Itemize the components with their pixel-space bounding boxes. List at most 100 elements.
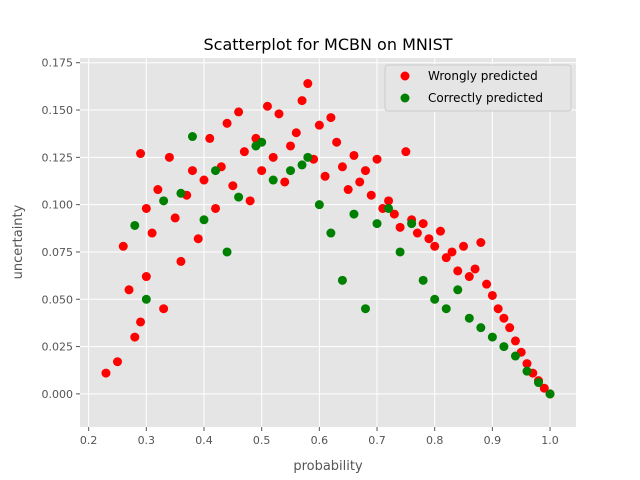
point-wrongly-predicted bbox=[401, 147, 411, 157]
point-correctly-predicted bbox=[176, 188, 186, 198]
point-wrongly-predicted bbox=[136, 317, 146, 327]
y-axis-label: uncertainty bbox=[11, 204, 26, 279]
point-wrongly-predicted bbox=[418, 219, 428, 229]
legend-label-wrongly-predicted: Wrongly predicted bbox=[428, 69, 538, 83]
point-wrongly-predicted bbox=[447, 247, 457, 257]
legend-label-correctly-predicted: Correctly predicted bbox=[428, 91, 543, 105]
point-correctly-predicted bbox=[441, 304, 451, 314]
point-wrongly-predicted bbox=[286, 141, 296, 151]
point-correctly-predicted bbox=[464, 313, 474, 323]
point-correctly-predicted bbox=[545, 389, 555, 399]
point-wrongly-predicted bbox=[136, 149, 146, 159]
point-correctly-predicted bbox=[199, 215, 209, 225]
point-wrongly-predicted bbox=[372, 154, 382, 164]
point-wrongly-predicted bbox=[112, 357, 122, 367]
point-wrongly-predicted bbox=[170, 213, 180, 223]
point-wrongly-predicted bbox=[424, 234, 434, 244]
legend-marker-correctly-predicted bbox=[400, 93, 410, 103]
point-wrongly-predicted bbox=[510, 336, 520, 346]
grid-lines bbox=[80, 58, 576, 427]
point-wrongly-predicted bbox=[384, 196, 394, 206]
point-wrongly-predicted bbox=[262, 101, 272, 111]
point-correctly-predicted bbox=[418, 275, 428, 285]
point-wrongly-predicted bbox=[505, 323, 515, 333]
point-correctly-predicted bbox=[211, 166, 221, 176]
data-points bbox=[101, 79, 555, 399]
point-wrongly-predicted bbox=[366, 190, 376, 200]
point-wrongly-predicted bbox=[239, 147, 249, 157]
x-tick-label: 0.4 bbox=[195, 434, 213, 447]
x-axis-label: probability bbox=[293, 459, 363, 474]
x-tick-label: 0.6 bbox=[311, 434, 329, 447]
x-tick-label: 0.3 bbox=[138, 434, 156, 447]
point-wrongly-predicted bbox=[222, 118, 232, 128]
point-correctly-predicted bbox=[476, 323, 486, 333]
point-wrongly-predicted bbox=[245, 196, 255, 206]
point-wrongly-predicted bbox=[476, 238, 486, 247]
y-tick-label: 0.075 bbox=[42, 246, 74, 259]
point-wrongly-predicted bbox=[412, 228, 422, 238]
point-wrongly-predicted bbox=[435, 226, 445, 236]
y-tick-label: 0.150 bbox=[42, 104, 74, 117]
point-wrongly-predicted bbox=[453, 266, 463, 276]
y-axis-ticks: 0.000 0.025 0.050 0.075 0.100 0.125 0.150 0.175 bbox=[42, 57, 80, 401]
point-wrongly-predicted bbox=[539, 383, 549, 393]
point-correctly-predicted bbox=[159, 196, 169, 206]
point-correctly-predicted bbox=[487, 332, 497, 342]
point-correctly-predicted bbox=[499, 342, 509, 352]
y-tick-label: 0.000 bbox=[42, 388, 74, 401]
point-wrongly-predicted bbox=[303, 79, 313, 89]
legend: Wrongly predicted Correctly predicted bbox=[384, 64, 572, 112]
point-wrongly-predicted bbox=[314, 120, 324, 130]
point-wrongly-predicted bbox=[228, 181, 238, 191]
point-wrongly-predicted bbox=[176, 256, 186, 266]
y-tick-label: 0.175 bbox=[42, 57, 74, 70]
point-correctly-predicted bbox=[326, 228, 336, 238]
point-wrongly-predicted bbox=[187, 166, 197, 176]
point-wrongly-predicted bbox=[153, 185, 163, 195]
point-wrongly-predicted bbox=[141, 203, 151, 213]
chart-title: Scatterplot for MCBN on MNIST bbox=[203, 35, 452, 54]
x-tick-label: 0.7 bbox=[368, 434, 386, 447]
point-wrongly-predicted bbox=[118, 241, 128, 251]
point-wrongly-predicted bbox=[332, 137, 342, 147]
point-correctly-predicted bbox=[407, 219, 417, 229]
point-correctly-predicted bbox=[453, 285, 463, 295]
point-wrongly-predicted bbox=[395, 222, 405, 232]
point-correctly-predicted bbox=[510, 351, 520, 361]
point-wrongly-predicted bbox=[499, 313, 509, 323]
point-wrongly-predicted bbox=[522, 359, 532, 369]
point-wrongly-predicted bbox=[343, 185, 353, 195]
point-correctly-predicted bbox=[314, 200, 324, 210]
point-wrongly-predicted bbox=[493, 304, 503, 314]
point-wrongly-predicted bbox=[199, 175, 209, 185]
point-wrongly-predicted bbox=[459, 241, 469, 251]
point-wrongly-predicted bbox=[487, 290, 497, 300]
point-wrongly-predicted bbox=[124, 285, 134, 295]
point-correctly-predicted bbox=[337, 275, 347, 285]
point-correctly-predicted bbox=[257, 137, 267, 147]
point-correctly-predicted bbox=[141, 294, 151, 304]
point-wrongly-predicted bbox=[193, 234, 203, 244]
point-wrongly-predicted bbox=[164, 152, 174, 162]
point-correctly-predicted bbox=[222, 247, 232, 257]
point-wrongly-predicted bbox=[130, 332, 140, 342]
legend-box bbox=[384, 64, 572, 112]
point-correctly-predicted bbox=[297, 160, 307, 170]
y-tick-label: 0.125 bbox=[42, 151, 74, 164]
point-correctly-predicted bbox=[372, 219, 382, 229]
x-tick-label: 0.9 bbox=[484, 434, 502, 447]
point-correctly-predicted bbox=[187, 132, 197, 142]
point-wrongly-predicted bbox=[389, 209, 399, 219]
point-wrongly-predicted bbox=[280, 177, 290, 187]
point-correctly-predicted bbox=[360, 304, 370, 314]
point-wrongly-predicted bbox=[349, 150, 359, 160]
point-wrongly-predicted bbox=[470, 264, 480, 274]
point-wrongly-predicted bbox=[147, 228, 157, 238]
point-wrongly-predicted bbox=[205, 133, 215, 143]
point-correctly-predicted bbox=[303, 152, 313, 162]
point-wrongly-predicted bbox=[268, 152, 278, 162]
point-correctly-predicted bbox=[395, 247, 405, 257]
point-correctly-predicted bbox=[286, 166, 296, 176]
point-wrongly-predicted bbox=[159, 304, 169, 314]
